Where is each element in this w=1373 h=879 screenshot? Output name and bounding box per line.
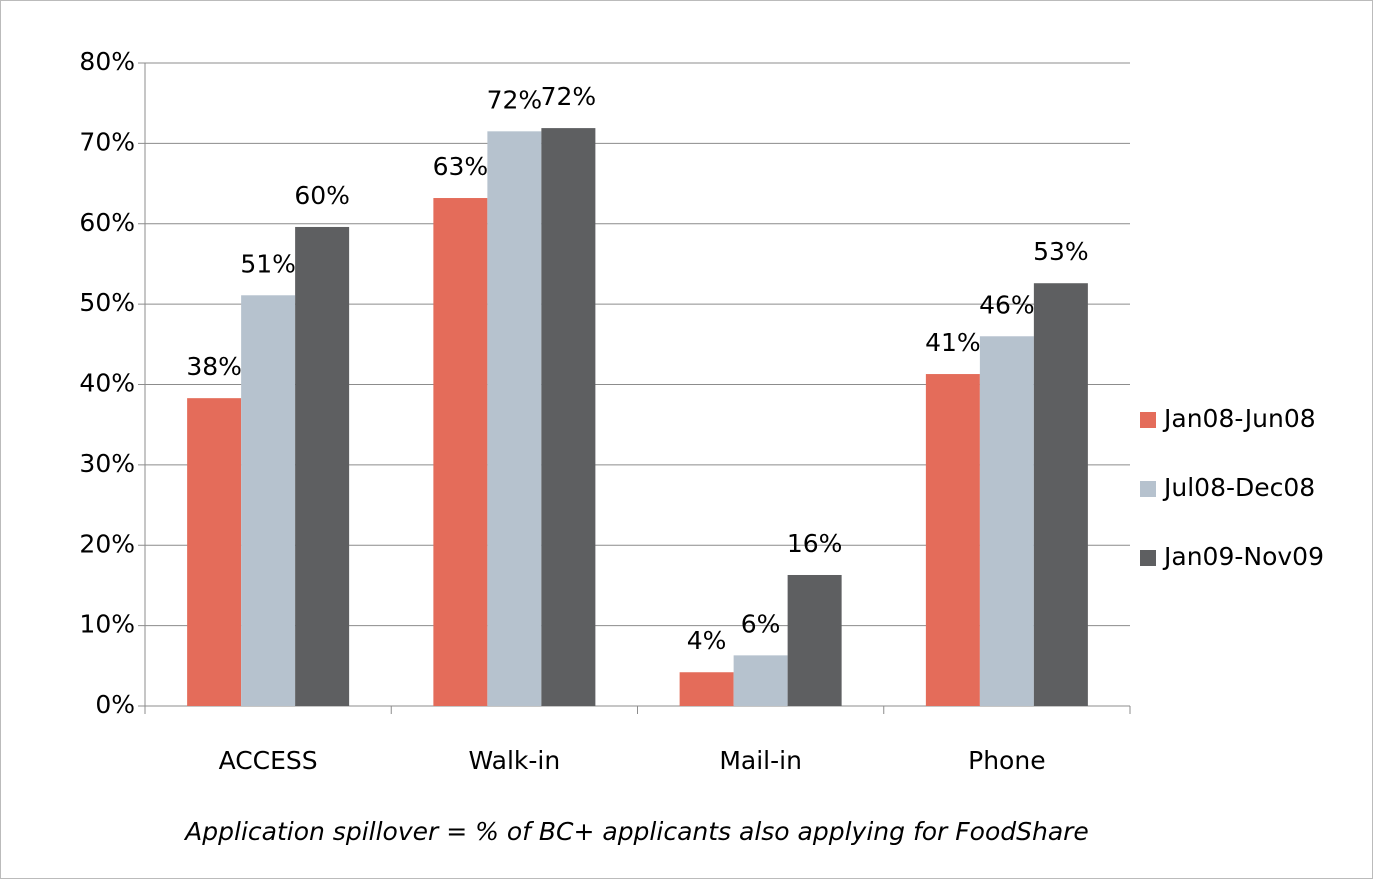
bar: [787, 574, 842, 706]
data-label: 41%: [925, 328, 981, 357]
bar: [979, 336, 1034, 706]
x-tick-label: ACCESS: [219, 746, 318, 775]
y-tick-label: 60%: [79, 208, 135, 237]
y-tick-label: 0%: [95, 690, 135, 719]
legend-swatch: [1140, 481, 1156, 497]
data-label: 4%: [687, 626, 727, 655]
bar: [541, 128, 596, 706]
y-tick-label: 80%: [79, 47, 135, 76]
data-label: 51%: [240, 249, 296, 278]
bar: [1033, 283, 1088, 706]
data-label: 53%: [1033, 237, 1089, 266]
data-label: 16%: [787, 529, 843, 558]
y-tick-label: 70%: [79, 127, 135, 156]
x-tick-label: Mail-in: [719, 746, 802, 775]
annotation: Application spillover = % of BC+ applica…: [183, 817, 1089, 846]
legend-swatch: [1140, 412, 1156, 428]
legend-label: Jan09-Nov09: [1162, 542, 1324, 571]
data-label: 6%: [741, 609, 781, 638]
bar: [733, 655, 788, 706]
data-label: 60%: [294, 181, 350, 210]
bar: [295, 226, 350, 706]
legend-label: Jan08-Jun08: [1162, 404, 1316, 433]
y-tick-label: 50%: [79, 288, 135, 317]
bar: [187, 398, 242, 706]
x-tick-label: Phone: [968, 746, 1045, 775]
y-tick-label: 20%: [79, 529, 135, 558]
data-label: 46%: [979, 290, 1035, 319]
bar: [241, 295, 296, 706]
bar: [487, 131, 542, 707]
y-tick-label: 10%: [79, 610, 135, 639]
bar: [679, 672, 734, 706]
bar: [925, 374, 980, 706]
x-tick-label: Walk-in: [469, 746, 561, 775]
y-tick-label: 30%: [79, 449, 135, 478]
bar: [433, 198, 488, 706]
data-label: 72%: [541, 82, 597, 111]
legend-label: Jul08-Dec08: [1162, 473, 1315, 502]
data-label: 38%: [186, 352, 242, 381]
data-label: 63%: [433, 152, 489, 181]
data-label: 72%: [487, 85, 543, 114]
legend-swatch: [1140, 550, 1156, 566]
y-tick-label: 40%: [79, 369, 135, 398]
